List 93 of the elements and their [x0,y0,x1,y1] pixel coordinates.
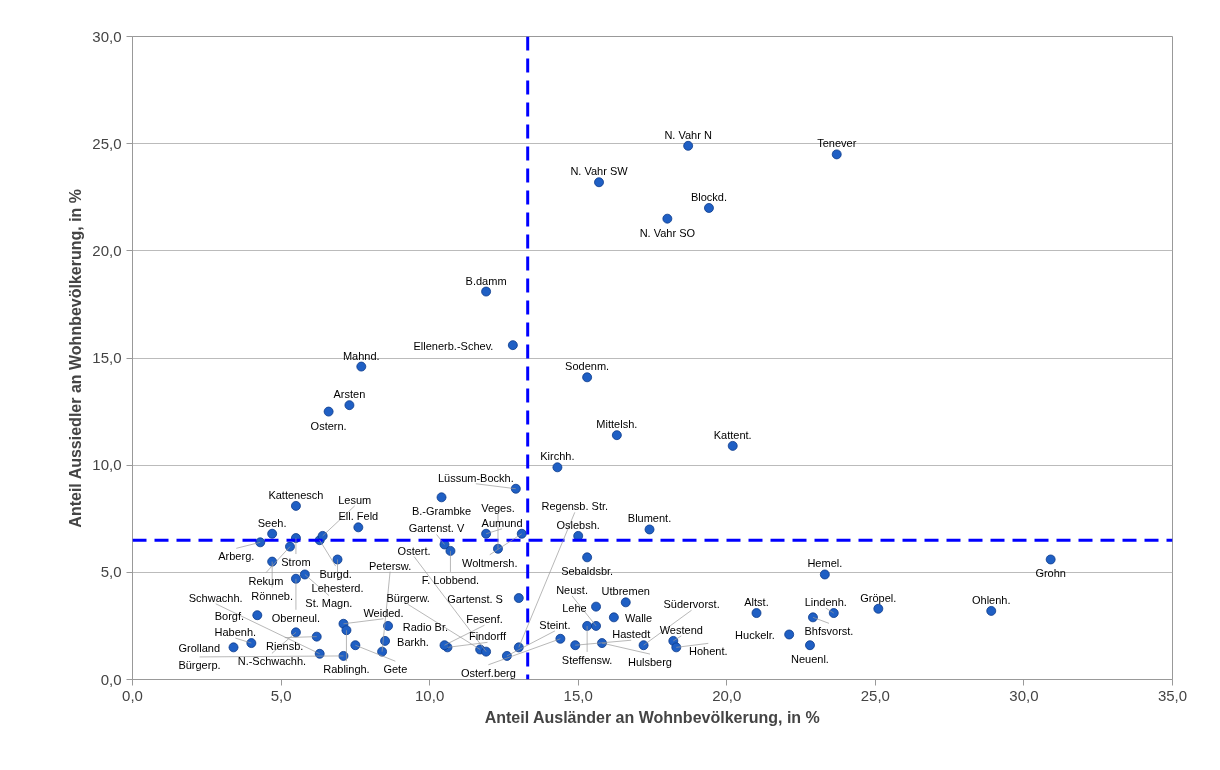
annotation: Gartenst. V [408,522,465,535]
annotation: Westend [659,623,703,636]
annotation: Steffensw. [561,653,613,666]
annotation: Gröpel. [860,591,897,604]
annotation: Utbremen [601,585,650,598]
annotation: Hohent. [689,645,728,658]
annotation: Mittelsh. [596,418,638,431]
annotation: B.damm [465,274,507,287]
annotation: Oslebsh. [556,518,600,531]
annotation: Ell. Feld [338,510,379,523]
annotation: Barkh. [397,635,429,648]
annotation: Rablingh. [323,663,370,676]
x-tick-label: 5,0 [270,686,292,704]
annotation: Südervorst. [663,598,720,611]
annotation: Aumund [481,516,523,529]
y-tick-label: 30,0 [92,27,122,45]
annotation: Findorff [468,630,507,643]
y-tick-label: 0,0 [100,670,122,688]
annotation: Blument. [627,512,672,525]
annotation: Arberg. [218,550,255,563]
annotation: Ostert. [397,544,431,557]
annotation: Gartenst. S [447,593,503,606]
annotation: N. Vahr N [664,128,712,141]
annotation: Gete [383,663,408,676]
annotation: Burgd. [319,568,352,581]
annotation: Bürgerp. [178,658,221,671]
y-tick-label: 20,0 [92,241,122,259]
annotation: Kattenesch [268,488,324,501]
annotation: Hemel. [807,557,843,570]
x-tick-label: 15,0 [563,686,593,704]
annotation: Oberneul. [271,611,321,624]
annotation: Sebaldsbr. [561,565,614,578]
annotation: Ohlenh. [971,593,1011,606]
annotation: Kattent. [713,428,752,441]
annotation: Radio Br. [402,620,449,633]
annotation: Arsten [333,388,366,401]
annotation: Lehesterd. [311,582,364,595]
annotation: Walle [625,612,653,625]
annotation: Ostern. [310,419,347,432]
annotation: B.-Grambke [411,505,472,518]
x-tick-label: 30,0 [1009,686,1039,704]
x-tick-label: 10,0 [415,686,445,704]
annotation: Seeh. [257,516,287,529]
y-tick-label: 5,0 [100,563,122,581]
annotation: Grolland [178,642,221,655]
annotation: N. Vahr SO [639,226,696,239]
x-tick-label: 25,0 [860,686,890,704]
x-tick-label: 20,0 [712,686,742,704]
annotation: Habenh. [214,626,257,639]
annotation: Lesum [338,493,372,506]
annotation: Riensb. [266,639,304,652]
annotation: Hastedt [612,628,651,641]
annotation: Schwachh. [188,591,243,604]
x-tick-label: 0,0 [122,686,143,704]
x-tick-label: 35,0 [1157,686,1188,704]
annotation: Lehe [562,601,587,614]
annotation: Bürgerw. [386,592,430,605]
y-tick-label: 10,0 [92,456,122,474]
annotation: Lüssum-Bockh. [437,471,514,484]
annotation: Regensb. Str. [541,500,609,513]
annotation: Veges. [481,501,515,514]
annotation: Woltmersh. [462,556,518,569]
y-tick-label: 25,0 [92,134,122,152]
annotation: Kirchh. [540,450,575,463]
annotation: Grohn [1035,567,1066,580]
annotation: Ellenerb.-Schev. [413,340,494,353]
annotation: St. Magn. [305,597,353,610]
annotation: Steint. [539,618,571,631]
annotation: Strom [281,556,311,569]
annotation: Tenever [817,137,857,150]
annotation: Huckelr. [735,629,775,642]
annotation: Neust. [556,583,588,596]
annotation: Neuenl. [791,653,829,666]
annotation: Hulsberg [627,656,673,669]
annotation: Rönneb. [251,589,293,602]
annotation: Osterf.berg [460,666,516,679]
annotation: Petersw. [369,559,412,572]
annotation: N.-Schwachh. [237,655,307,668]
annotation: Weided. [363,606,404,619]
annotation: Bhfsvorst. [804,625,854,638]
annotation: Lindenh. [804,596,847,609]
annotation: N. Vahr SW [570,165,629,178]
annotation: Altst. [744,596,769,609]
annotation: Borgf. [214,610,245,623]
annotation: Mahnd. [342,349,380,362]
annotation: Blockd. [690,190,727,203]
y-axis-title: Anteil Aussiedler an Wohnbevölkerung, in % [67,188,85,528]
annotation: F. Lobbend. [421,573,480,586]
annotation: Sodenm. [565,360,610,373]
annotation: Rekum [248,574,284,587]
annotation: Fesenf. [466,613,503,626]
x-axis-title: Anteil Ausländer an Wohnbevölkerung, in % [484,708,820,726]
y-tick-label: 15,0 [92,349,122,366]
